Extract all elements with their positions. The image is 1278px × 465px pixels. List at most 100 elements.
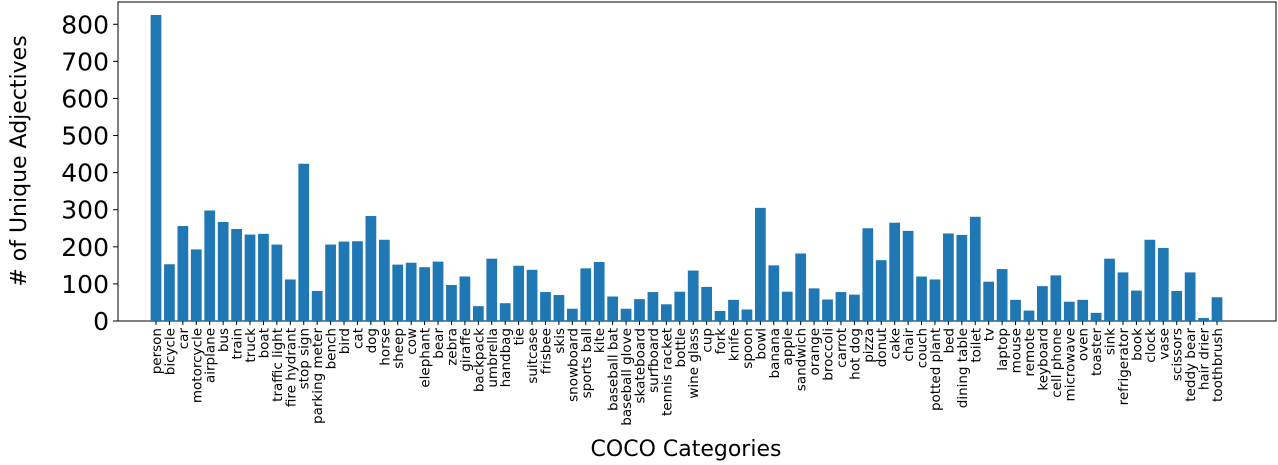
x-tick-label: mouse — [1009, 328, 1025, 373]
x-tick-label: apple — [780, 328, 796, 365]
x-tick-label: donut — [874, 328, 890, 367]
x-tick-label: vase — [1156, 328, 1172, 360]
y-tick-label: 200 — [61, 233, 109, 262]
bar-hot-dog — [849, 294, 860, 321]
x-tick-label: boat — [256, 328, 272, 358]
x-tick-label: frisbee — [538, 328, 554, 374]
bar-chair — [902, 230, 914, 321]
x-tick-label: chair — [901, 328, 917, 362]
x-tick-label: cat — [350, 328, 366, 349]
bar-bus — [217, 221, 229, 321]
x-tick-label: cake — [888, 328, 904, 359]
x-tick-label: bottle — [673, 328, 689, 367]
x-tick-label: backpack — [471, 328, 487, 392]
x-tick-label: surfboard — [646, 328, 662, 393]
x-tick-label: clock — [1143, 328, 1159, 363]
x-tick-label: skateboard — [632, 328, 648, 403]
x-tick-label: suitcase — [525, 328, 541, 384]
bar-parking-meter — [311, 290, 323, 321]
x-tick-label: banana — [767, 328, 783, 379]
x-tick-label: tennis racket — [659, 328, 675, 416]
bar-scissors — [1171, 290, 1183, 321]
x-tick-label: scissors — [1170, 328, 1186, 381]
x-tick-label: baseball glove — [619, 328, 635, 426]
bar-tie — [513, 265, 524, 321]
x-tick-label: bed — [941, 328, 957, 353]
y-tick-label: 600 — [61, 84, 109, 113]
x-tick-label: dog — [364, 328, 380, 353]
bar-person — [150, 14, 162, 321]
x-tick-label: refrigerator — [1116, 328, 1132, 406]
bar-giraffe — [459, 276, 471, 321]
bar-frisbee — [540, 292, 551, 321]
bar-broccoli — [822, 299, 833, 321]
bar-toaster — [1090, 312, 1102, 321]
x-tick-label: laptop — [995, 328, 1011, 371]
x-tick-label: cow — [404, 328, 420, 355]
x-tick-label: microwave — [1062, 328, 1078, 401]
y-axis-title: # of Unique Adjectives — [7, 35, 32, 286]
bar-baseball-bat — [607, 296, 618, 321]
x-tick-label: bowl — [753, 328, 769, 360]
y-tick-label: 700 — [61, 47, 109, 76]
bar-refrigerator — [1117, 272, 1129, 321]
y-tick-label: 400 — [61, 159, 109, 188]
x-tick-label: stop sign — [297, 328, 313, 389]
bar-laptop — [996, 269, 1008, 321]
bar-sink — [1104, 258, 1115, 321]
bar-mouse — [1010, 299, 1021, 321]
x-tick-label: snowboard — [565, 328, 581, 402]
bar-microwave — [1063, 301, 1075, 321]
bar-suitcase — [526, 269, 538, 321]
x-tick-label: giraffe — [458, 328, 474, 372]
x-tick-label: sheep — [391, 328, 407, 369]
x-tick-label: broccoli — [821, 328, 837, 381]
bar-banana — [768, 265, 780, 321]
bar-cake — [889, 222, 901, 321]
bar-hair-drier — [1198, 318, 1209, 321]
x-tick-label: handbag — [498, 328, 514, 387]
bar-traffic-light — [271, 244, 283, 321]
bar-remote — [1023, 310, 1035, 321]
x-axis-title: COCO Categories — [591, 437, 782, 462]
x-tick-label: zebra — [444, 328, 460, 366]
x-tick-label: cup — [700, 328, 716, 353]
x-tick-label: horse — [377, 328, 393, 366]
bar-sheep — [392, 264, 404, 321]
x-tick-label: parking meter — [310, 328, 326, 424]
x-tick-label: car — [176, 328, 192, 350]
bar-bowl — [754, 207, 766, 321]
bar-train — [231, 229, 242, 321]
x-tick-label: kite — [592, 328, 608, 353]
x-tick-label: toothbrush — [1210, 328, 1226, 402]
bar-sports-ball — [580, 268, 592, 321]
bar-cell-phone — [1050, 275, 1062, 321]
bar-toothbrush — [1211, 297, 1223, 321]
bar-snowboard — [566, 308, 578, 321]
bar-baseball-glove — [620, 308, 632, 321]
bar-cup — [701, 286, 713, 321]
bar-dog — [365, 216, 377, 321]
x-tick-label: bicycle — [162, 328, 178, 375]
x-tick-label: keyboard — [1035, 328, 1051, 391]
x-tick-label: remote — [1022, 328, 1038, 377]
x-tick-label: knife — [727, 328, 743, 361]
bar-motorcycle — [190, 249, 202, 321]
bar-bird — [338, 241, 350, 321]
bar-vase — [1157, 247, 1169, 321]
bar-fire-hydrant — [284, 279, 296, 321]
x-tick-label: toilet — [968, 328, 984, 363]
bar-zebra — [446, 285, 457, 321]
x-tick-label: bench — [324, 328, 340, 369]
x-tick-label: sink — [1103, 328, 1119, 355]
bar-horse — [378, 239, 390, 321]
x-tick-label: fire hydrant — [283, 328, 299, 407]
x-tick-label: hot dog — [847, 328, 863, 380]
bar-bed — [943, 233, 954, 321]
x-tick-label: hair drier — [1197, 328, 1213, 391]
x-tick-label: sports ball — [579, 328, 595, 398]
x-tick-label: motorcycle — [189, 328, 205, 403]
x-tick-label: person — [149, 328, 165, 374]
bar-backpack — [472, 306, 484, 321]
bar-bench — [325, 244, 336, 321]
